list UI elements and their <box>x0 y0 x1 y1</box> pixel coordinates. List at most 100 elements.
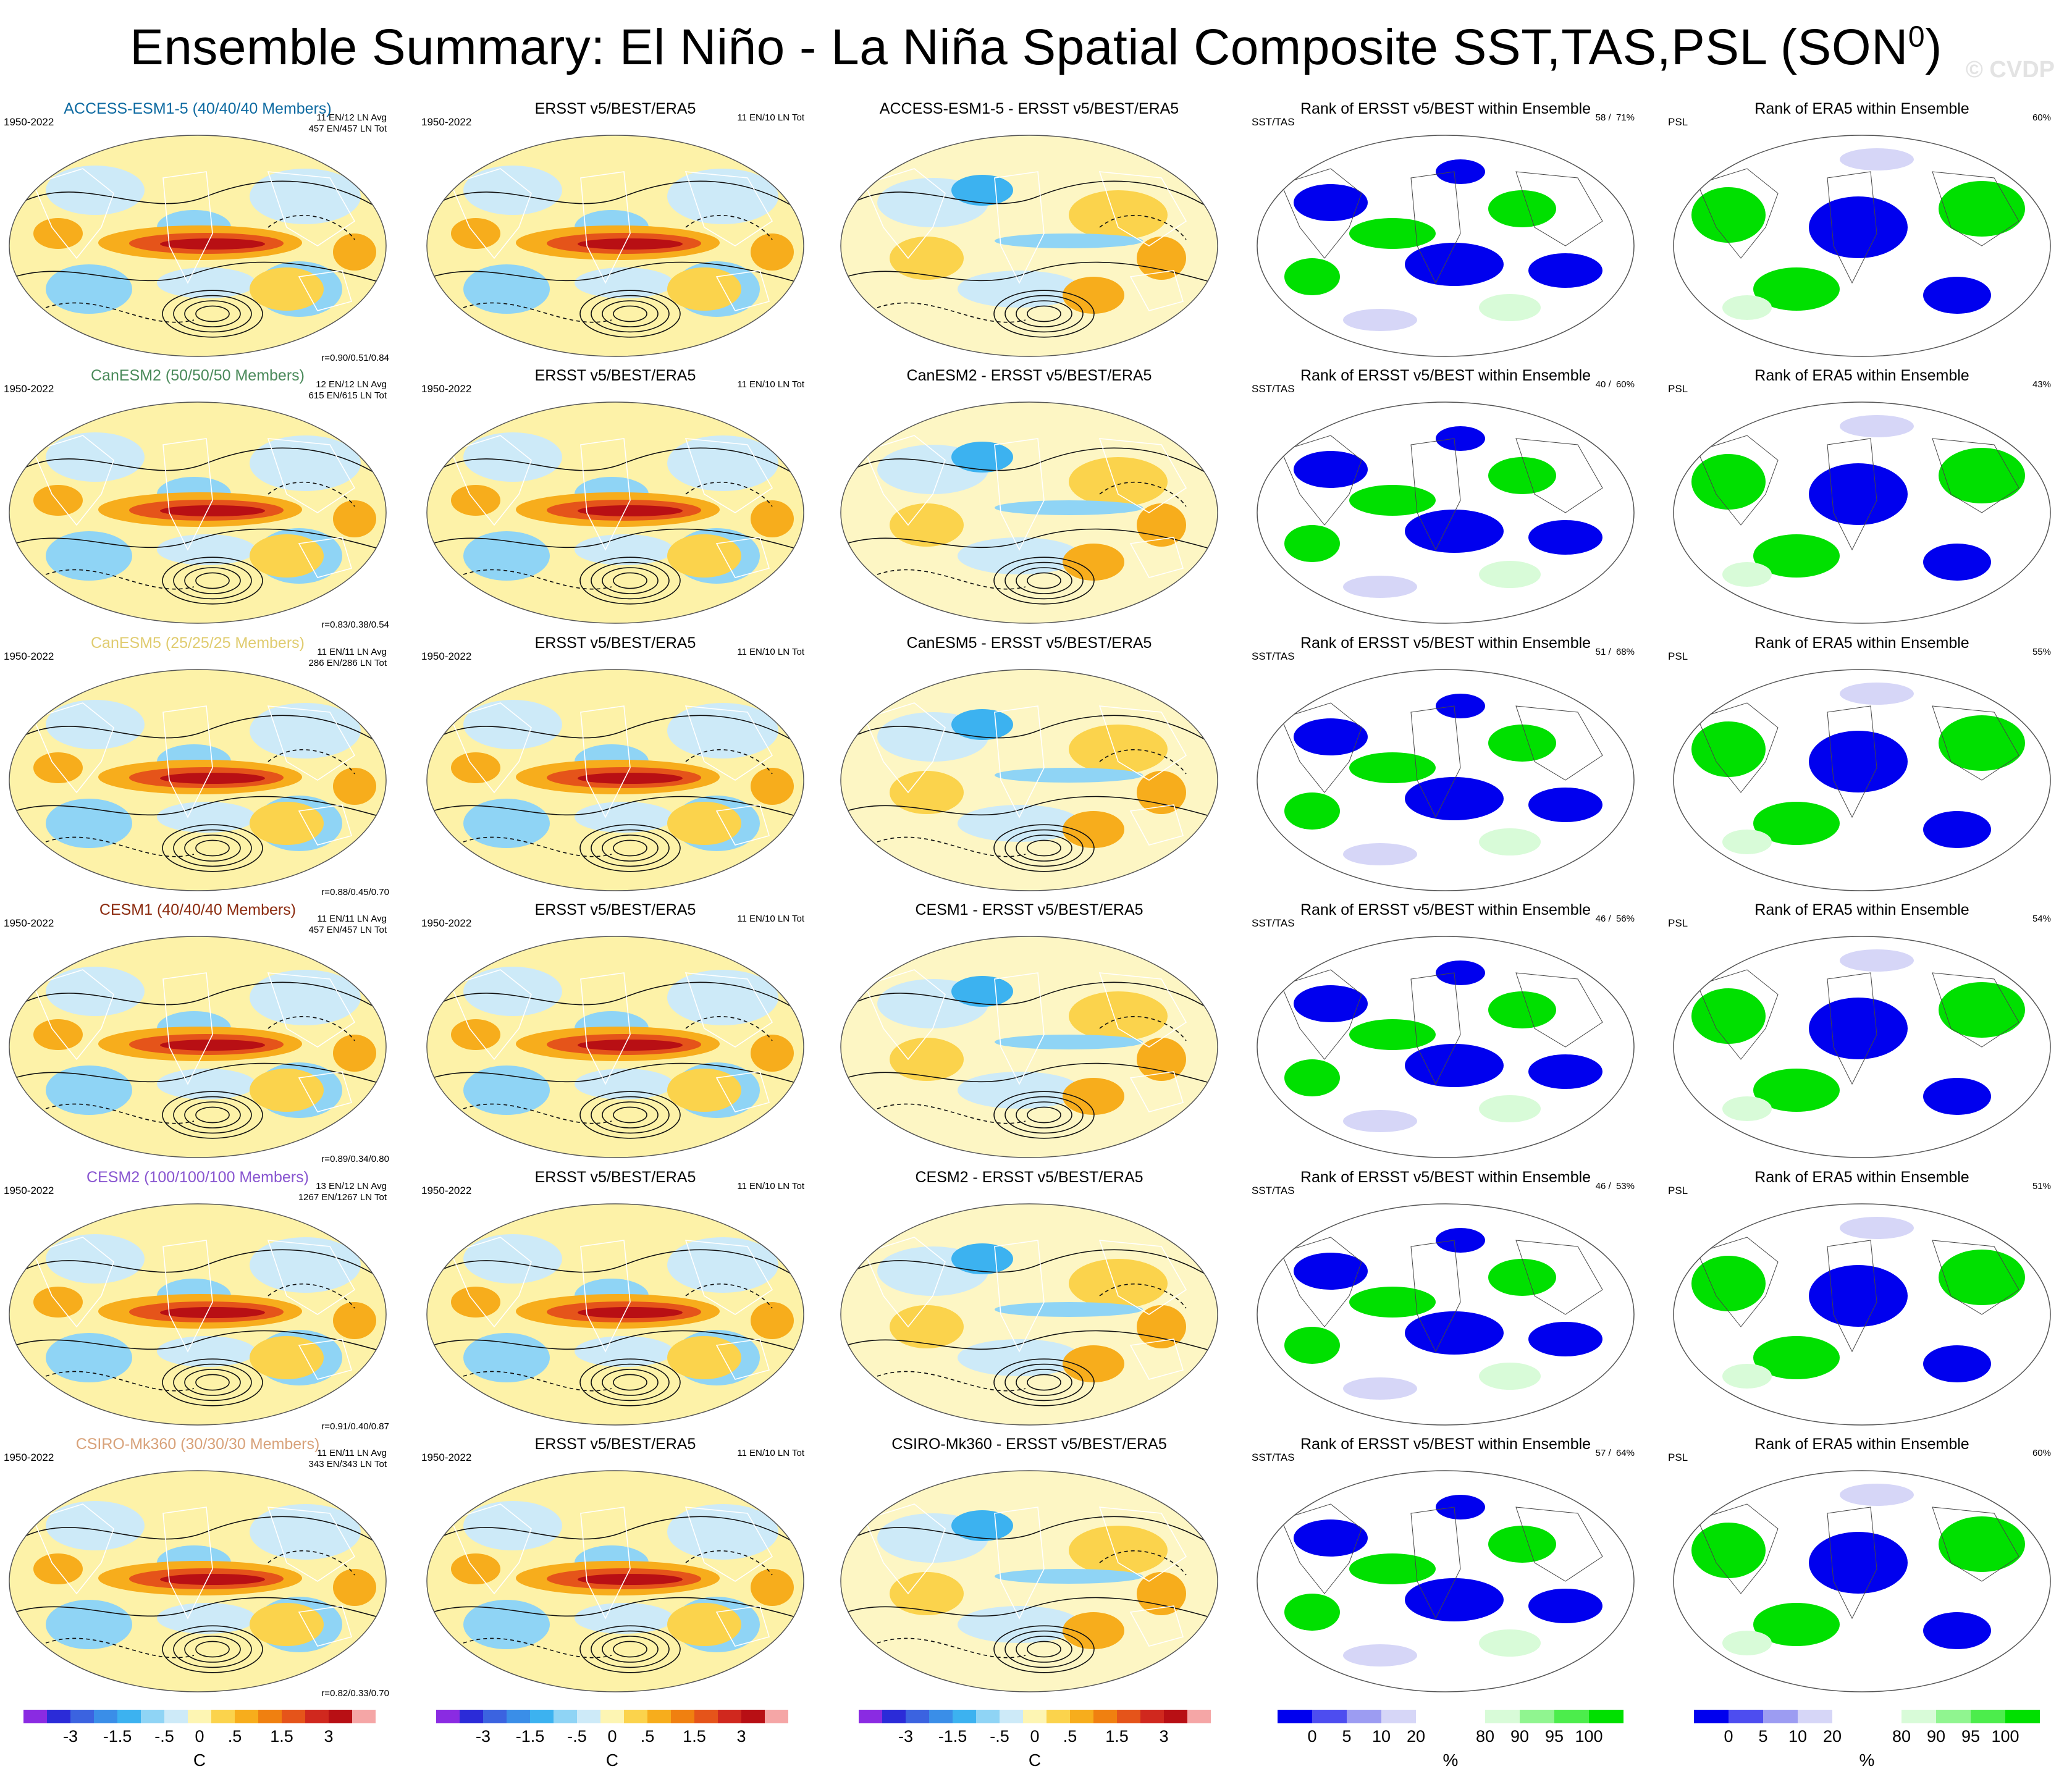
colorbar-swatch <box>1867 1710 1901 1723</box>
colorbar-swatch <box>1832 1710 1867 1723</box>
map-field <box>1674 1204 2050 1425</box>
map-field <box>841 936 1218 1158</box>
map-border <box>1257 669 1635 891</box>
pattern-correlation: r=0.83/0.38/0.54 <box>321 620 389 630</box>
map-panel: CSIRO-Mk360 (30/30/30 Members) 1950-2022 1… <box>0 1434 395 1700</box>
variable-label: SST/TAS <box>1252 650 1295 662</box>
colorbar-swatch <box>1729 1710 1763 1723</box>
map-border <box>9 669 387 891</box>
colorbar-swatch <box>211 1710 235 1723</box>
panel-title: Rank of ERA5 within Ensemble <box>1754 1435 1969 1453</box>
colorbar-swatch <box>1093 1710 1117 1723</box>
map-panel: ERSST v5/BEST/ERA5 1950-2022 11 EN/10 LN T… <box>418 1434 813 1700</box>
panel-title: Rank of ERA5 within Ensemble <box>1754 100 1969 117</box>
panel-title: Rank of ERSST v5/BEST within Ensemble <box>1300 901 1591 918</box>
map-panel: Rank of ERSST v5/BEST within Ensemble SST… <box>1248 633 1643 899</box>
event-counts: 11 EN/10 LN Tot <box>737 647 804 657</box>
map-field <box>1674 1471 2050 1692</box>
map-border <box>1673 1203 2051 1426</box>
global-map <box>1257 669 1635 891</box>
colorbar-swatch <box>1901 1710 1936 1723</box>
colorbar-tick-label: -3 <box>898 1727 913 1746</box>
rank-stat: 40 / 60% <box>1595 379 1635 390</box>
map-field <box>1257 1471 1634 1692</box>
global-map <box>1673 135 2051 357</box>
map-panel: Rank of ERA5 within Ensemble PSL 60% <box>1664 1434 2060 1700</box>
colorbar-swatch <box>235 1710 258 1723</box>
global-map <box>1673 936 2051 1158</box>
colorbar-swatch <box>1278 1710 1312 1723</box>
colorbar-swatch <box>436 1710 460 1723</box>
rank-stat: 57 / 64% <box>1595 1448 1635 1458</box>
colorbar-tick-label: .5 <box>641 1727 655 1746</box>
colorbar-swatch <box>530 1710 554 1723</box>
colorbar-swatch <box>1187 1710 1211 1723</box>
map-border <box>426 936 804 1158</box>
rank-stat: 43% <box>2032 379 2051 390</box>
event-counts: 12 EN/12 LN Avg 615 EN/615 LN Tot <box>308 379 387 401</box>
years-label: 1950-2022 <box>4 1452 54 1463</box>
variable-label: SST/TAS <box>1252 1185 1295 1196</box>
rank-colorbar: 0 5 10 20 80 90 95 100% <box>1278 1710 1673 1778</box>
colorbar-swatch <box>94 1710 117 1723</box>
colorbar-tick-label: -.5 <box>567 1727 587 1746</box>
event-counts: 11 EN/10 LN Tot <box>737 1181 804 1192</box>
map-field <box>1257 402 1634 623</box>
colorbar-tick-label: -3 <box>63 1727 78 1746</box>
colorbar-tick-label: 0 <box>1724 1727 1733 1746</box>
colorbar-swatch <box>741 1710 765 1723</box>
global-map <box>426 1470 804 1692</box>
colorbar-swatch <box>483 1710 507 1723</box>
colorbar-tick-label: -3 <box>476 1727 491 1746</box>
colorbar-tick-label: 3 <box>324 1727 333 1746</box>
colorbar-tick-label: 80 <box>1892 1727 1911 1746</box>
colorbar-swatch <box>647 1710 671 1723</box>
colorbar-swatch <box>1554 1710 1589 1723</box>
map-panel: CESM1 (40/40/40 Members) 1950-2022 11 EN/1… <box>0 900 395 1166</box>
colorbar-tick-label: -.5 <box>990 1727 1009 1746</box>
panel-title: CSIRO-Mk360 (30/30/30 Members) <box>75 1435 320 1453</box>
global-map <box>426 135 804 357</box>
map-panel: Rank of ERA5 within Ensemble PSL 43% <box>1664 366 2060 631</box>
panel-title: ERSST v5/BEST/ERA5 <box>534 367 696 384</box>
colorbar-swatch <box>694 1710 718 1723</box>
map-border <box>1257 936 1635 1158</box>
panel-title: CanESM2 (50/50/50 Members) <box>91 367 305 384</box>
global-map <box>840 401 1218 624</box>
panel-title: CanESM2 - ERSST v5/BEST/ERA5 <box>906 367 1152 384</box>
colorbar-unit: C <box>605 1750 619 1770</box>
map-panel: ERSST v5/BEST/ERA5 1950-2022 11 EN/10 LN T… <box>418 99 813 364</box>
colorbar-tick-label: 5 <box>1342 1727 1351 1746</box>
colorbar-swatch <box>1589 1710 1623 1723</box>
panel-title: ACCESS-ESM1-5 (40/40/40 Members) <box>64 100 332 117</box>
rank-colorbar: 0 5 10 20 80 90 95 100% <box>1694 1710 2072 1778</box>
map-border <box>426 669 804 891</box>
global-map <box>840 135 1218 357</box>
colorbar-tick-label: 3 <box>1159 1727 1168 1746</box>
map-panel: Rank of ERA5 within Ensemble PSL 60% <box>1664 99 2060 364</box>
event-counts: 11 EN/11 LN Avg 286 EN/286 LN Tot <box>308 647 387 668</box>
colorbar-tick-label: 0 <box>607 1727 617 1746</box>
variable-label: PSL <box>1668 116 1688 128</box>
rank-stat: 46 / 56% <box>1595 914 1635 924</box>
map-field <box>9 1204 386 1425</box>
map-border <box>9 401 387 624</box>
panel-title: Rank of ERA5 within Ensemble <box>1754 901 1969 918</box>
map-border <box>1673 1470 2051 1692</box>
years-label: 1950-2022 <box>4 383 54 395</box>
global-map <box>9 401 387 624</box>
colorbar-unit: C <box>1028 1750 1042 1770</box>
colorbar-swatch <box>600 1710 624 1723</box>
colorbar-swatch <box>929 1710 953 1723</box>
variable-label: SST/TAS <box>1252 917 1295 929</box>
rank-stat: 54% <box>2032 914 2051 924</box>
map-panel: ERSST v5/BEST/ERA5 1950-2022 11 EN/10 LN T… <box>418 900 813 1166</box>
panel-title: CESM1 (40/40/40 Members) <box>99 901 297 918</box>
colorbar-swatch <box>1070 1710 1093 1723</box>
map-field <box>427 1204 804 1425</box>
colorbar-swatch <box>1694 1710 1729 1723</box>
rank-stat: 58 / 71% <box>1595 112 1635 123</box>
variable-label: PSL <box>1668 917 1688 929</box>
map-panel: Rank of ERA5 within Ensemble PSL 55% <box>1664 633 2060 899</box>
event-counts: 11 EN/11 LN Avg 343 EN/343 LN Tot <box>308 1448 387 1469</box>
